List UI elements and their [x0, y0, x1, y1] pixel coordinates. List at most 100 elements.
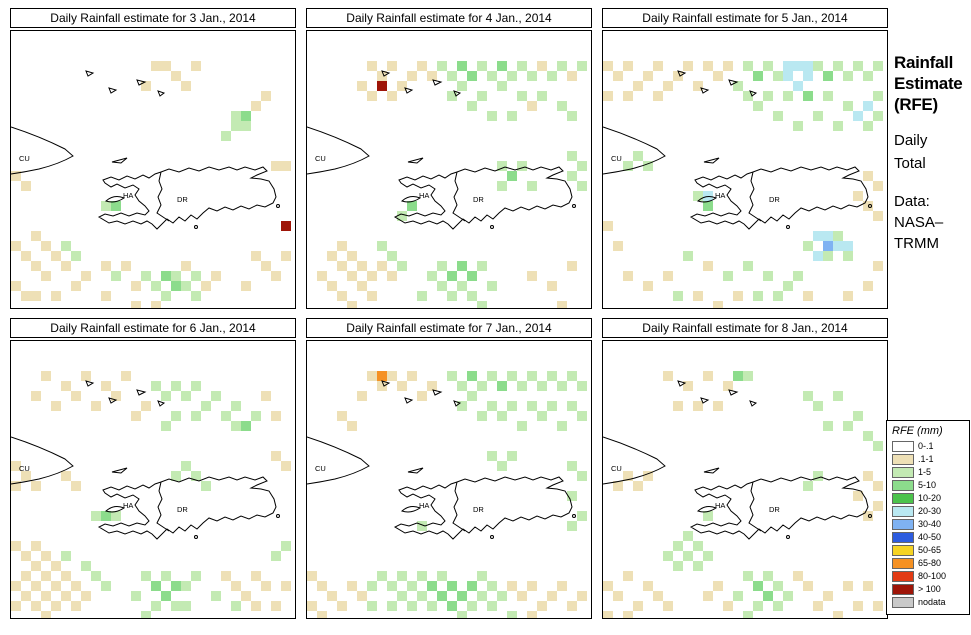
rainfall-cell [251, 251, 261, 261]
rainfall-cell [773, 291, 783, 301]
rainfall-cell [793, 81, 803, 91]
rainfall-cell [251, 571, 261, 581]
rainfall-cell [81, 591, 91, 601]
rainfall-cell [527, 401, 537, 411]
rainfall-cell [703, 61, 713, 71]
rainfall-cell [261, 261, 271, 271]
rainfall-cell [367, 581, 377, 591]
rainfall-cell [487, 111, 497, 121]
rainfall-cell [633, 151, 643, 161]
rainfall-cell [873, 481, 883, 491]
rainfall-cell [327, 251, 337, 261]
haiti-dr-border [156, 481, 170, 532]
rainfall-cell [261, 391, 271, 401]
rainfall-cell [863, 121, 873, 131]
rainfall-cell [407, 201, 417, 211]
rainfall-cell [497, 81, 507, 91]
rainfall-cell [211, 271, 221, 281]
gonave-island [697, 506, 718, 513]
rainfall-cell [241, 591, 251, 601]
rainfall-cell [11, 461, 21, 471]
rainfall-cell [527, 581, 537, 591]
rainfall-cell [793, 571, 803, 581]
rainfall-cell [201, 481, 211, 491]
rainfall-cell [171, 271, 181, 281]
rainfall-cell [347, 251, 357, 261]
rainfall-cell [477, 571, 487, 581]
hispaniola-outline [689, 476, 869, 540]
rainfall-cell [567, 601, 577, 611]
rainfall-cell [793, 121, 803, 131]
rainfall-cell [367, 601, 377, 611]
rainfall-cell [11, 581, 21, 591]
rainfall-cell [281, 541, 291, 551]
rainfall-cell [753, 291, 763, 301]
label-dr: DR [769, 505, 780, 514]
legend-row: 1-5 [892, 466, 965, 479]
label-cu: CU [315, 464, 326, 473]
legend-label: 0-.1 [918, 441, 934, 451]
map-panel: Daily Rainfall estimate for 7 Jan., 2014… [306, 318, 592, 619]
rainfall-cell [873, 261, 883, 271]
label-dr: DR [473, 505, 484, 514]
rainfall-cell [753, 581, 763, 591]
rainfall-cell [873, 181, 883, 191]
rainfall-cell [271, 411, 281, 421]
rainfall-cell [171, 581, 181, 591]
rainfall-cell [447, 91, 457, 101]
rainfall-cell [577, 591, 587, 601]
saona-island [276, 514, 280, 518]
rainfall-cell [477, 591, 487, 601]
rainfall-cell [733, 371, 743, 381]
rainfall-cell [663, 601, 673, 611]
rainfall-cell [873, 601, 883, 611]
rainfall-cell [407, 581, 417, 591]
label-ha: HA [715, 191, 725, 200]
hispaniola-outline [393, 166, 573, 230]
tortue-island [111, 157, 128, 164]
legend-label: 65-80 [918, 558, 942, 568]
rainfall-cell [211, 391, 221, 401]
rainfall-cell [823, 71, 833, 81]
rainfall-cell [171, 381, 181, 391]
rainfall-cell [397, 81, 407, 91]
coastline-map: CU HA DR [307, 380, 576, 540]
rainfall-cell [241, 421, 251, 431]
map-panel: Daily Rainfall estimate for 6 Jan., 2014… [10, 318, 296, 619]
rainfall-cell [11, 541, 21, 551]
rainfall-cell [467, 291, 477, 301]
rainfall-cell [683, 551, 693, 561]
rainfall-cell [823, 421, 833, 431]
rainfall-cell [763, 591, 773, 601]
rainfall-cell [537, 381, 547, 391]
rainfall-cell [111, 391, 121, 401]
cuba-coastline [603, 436, 666, 485]
rainfall-cell [643, 71, 653, 81]
rainfall-cell [71, 481, 81, 491]
rainfall-cell [317, 581, 327, 591]
rainfall-cell [527, 71, 537, 81]
tortue-island [703, 467, 720, 474]
rainfall-cell [843, 581, 853, 591]
rainfall-cell [211, 591, 221, 601]
coastline-map: CU HA DR [307, 70, 576, 230]
inagua-island [381, 380, 391, 387]
legend-row: > 100 [892, 583, 965, 596]
rainfall-cell [703, 261, 713, 271]
legend-row: 40-50 [892, 531, 965, 544]
inagua-island [677, 380, 687, 387]
legend-row: 20-30 [892, 505, 965, 518]
rainfall-cell [367, 61, 377, 71]
rainfall-cell [51, 561, 61, 571]
rainfall-cell [853, 411, 863, 421]
rainfall-cell [161, 571, 171, 581]
rainfall-cell [507, 581, 517, 591]
rainfall-cell [823, 241, 833, 251]
turks-island-1 [404, 397, 414, 404]
turks-island-3 [749, 400, 758, 407]
legend-swatch [892, 519, 914, 530]
rainfall-cell [457, 61, 467, 71]
rainfall-cell [733, 291, 743, 301]
rainfall-cell [101, 511, 111, 521]
rainfall-cell [457, 401, 467, 411]
